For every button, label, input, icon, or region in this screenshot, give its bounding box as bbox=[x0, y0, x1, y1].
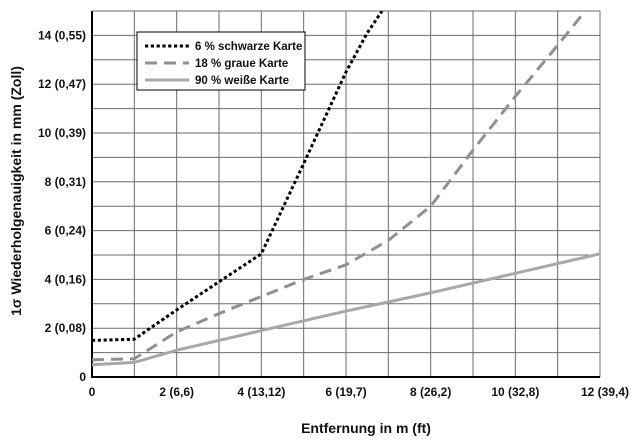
x-tick-label: 6 (19,7) bbox=[325, 385, 366, 399]
axes bbox=[91, 11, 600, 378]
y-tick-label: 4 (0,16) bbox=[45, 272, 86, 286]
x-tick-label: 2 (6,6) bbox=[159, 385, 194, 399]
x-tick-label: 0 bbox=[89, 385, 96, 399]
y-tick-label: 0 bbox=[79, 370, 86, 384]
y-tick-label: 2 (0,08) bbox=[45, 321, 86, 335]
y-axis-title: 1σ Wiederholgenauigkeit in mm (Zoll) bbox=[8, 66, 24, 316]
x-tick-labels: 0 2 (6,6) 4 (13,12) 6 (19,7) 8 (26,2) 10 (32,… bbox=[89, 385, 629, 399]
legend-label-2: 18 % graue Karte bbox=[195, 58, 288, 70]
y-tick-label: 10 (0,39) bbox=[38, 126, 86, 140]
x-tick-label: 8 (26,2) bbox=[410, 385, 451, 399]
series-lines bbox=[92, 11, 600, 367]
legend-label-1: 6 % schwarze Karte bbox=[195, 41, 302, 53]
x-tick-label: 12 (39,4) bbox=[581, 385, 629, 399]
x-tick-label: 4 (13,12) bbox=[237, 385, 285, 399]
y-tick-label: 6 (0,24) bbox=[45, 224, 86, 238]
x-tick-label: 10 (32,8) bbox=[491, 385, 539, 399]
x-axis-title: Entfernung in m (ft) bbox=[301, 420, 431, 436]
y-tick-labels: 0 2 (0,08) 4 (0,16) 6 (0,24) 8 (0,31) 10 (0,3… bbox=[38, 28, 86, 384]
y-tick-label: 14 (0,55) bbox=[38, 28, 86, 42]
y-tick-label: 12 (0,47) bbox=[38, 77, 86, 91]
legend: 6 % schwarze Karte 18 % graue Karte 90 % w… bbox=[136, 31, 306, 91]
series-line-1 bbox=[92, 11, 384, 342]
series-line-3 bbox=[92, 252, 600, 367]
legend-label-3: 90 % weiße Karte bbox=[195, 75, 289, 87]
series-line-2 bbox=[92, 11, 587, 362]
y-tick-label: 8 (0,31) bbox=[45, 175, 86, 189]
